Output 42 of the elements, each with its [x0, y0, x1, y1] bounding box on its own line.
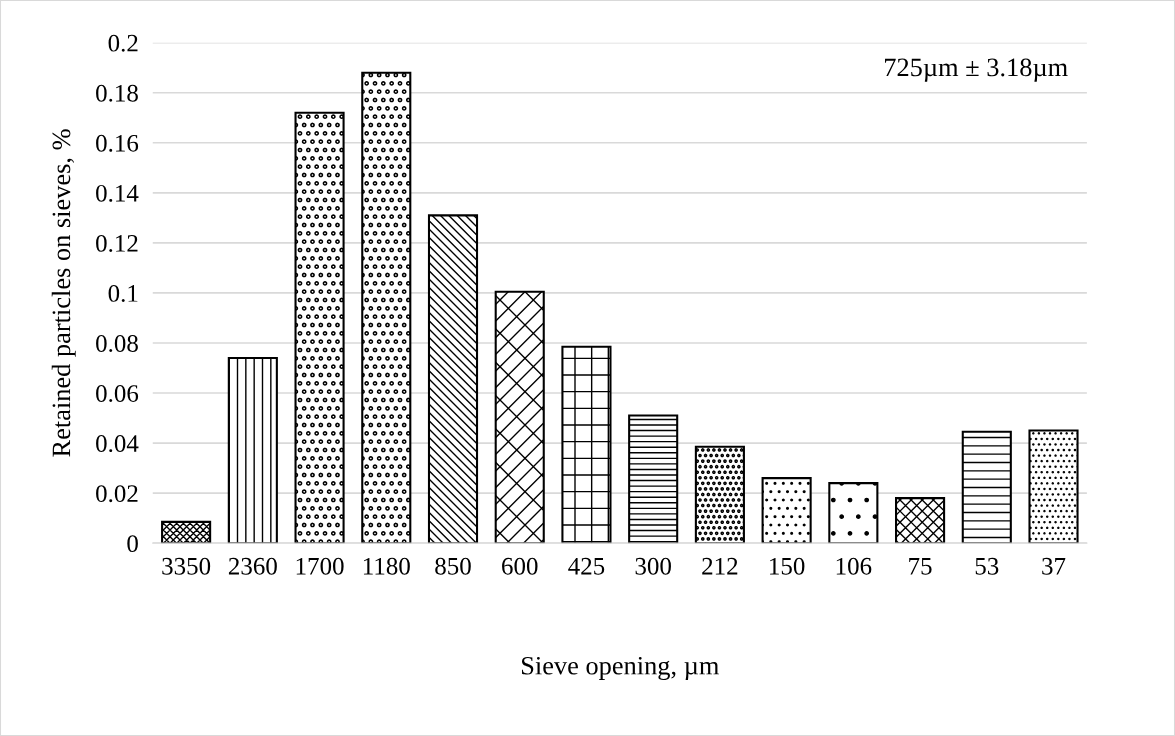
y-tick-label: 0.02	[96, 485, 138, 503]
x-tick-label: 53	[975, 557, 999, 575]
x-tick-label: 3350	[162, 557, 211, 575]
x-tick-label: 425	[568, 557, 605, 575]
x-tick-label: 75	[909, 558, 932, 575]
bar	[294, 111, 345, 544]
bar	[761, 477, 812, 544]
x-axis-title: Sieve opening, µm	[521, 656, 719, 681]
y-tick-label: 0.04	[96, 435, 139, 453]
bar	[895, 497, 946, 544]
bar	[961, 430, 1012, 544]
x-tick-label: 212	[702, 557, 738, 575]
y-tick-label: 0.12	[96, 234, 138, 252]
y-tick-label: 0.14	[96, 184, 139, 202]
x-tick-label: 106	[836, 557, 872, 575]
y-tick-label: 0	[127, 535, 138, 553]
bar	[628, 414, 679, 544]
bar	[1028, 429, 1079, 544]
x-tick-label: 37	[1042, 557, 1066, 575]
x-tick-label: 300	[635, 557, 671, 575]
bar	[161, 520, 212, 544]
bar	[494, 290, 545, 544]
bar	[361, 71, 412, 544]
bar	[427, 214, 479, 544]
bar	[694, 445, 745, 544]
bar	[828, 482, 879, 544]
y-tick-label: 0.18	[96, 84, 138, 102]
bar	[561, 345, 612, 544]
x-tick-label: 600	[502, 557, 538, 575]
x-tick-label: 1180	[363, 557, 410, 575]
y-axis-title: Retained particles on sieves, %	[51, 129, 76, 457]
annotation: 725µm ± 3.18µm	[885, 58, 1068, 82]
y-tick-label: 0.16	[96, 134, 139, 152]
x-tick-label: 2360	[228, 557, 277, 575]
x-tick-label: 850	[435, 557, 471, 575]
y-tick-label: 0.08	[96, 335, 138, 353]
bar	[227, 356, 278, 544]
x-tick-label: 150	[770, 557, 805, 575]
y-tick-label: 0.2	[108, 34, 138, 52]
x-tick-label: 1700	[296, 557, 344, 575]
y-tick-label: 0.1	[108, 284, 138, 302]
y-tick-label: 0.06	[96, 385, 139, 403]
